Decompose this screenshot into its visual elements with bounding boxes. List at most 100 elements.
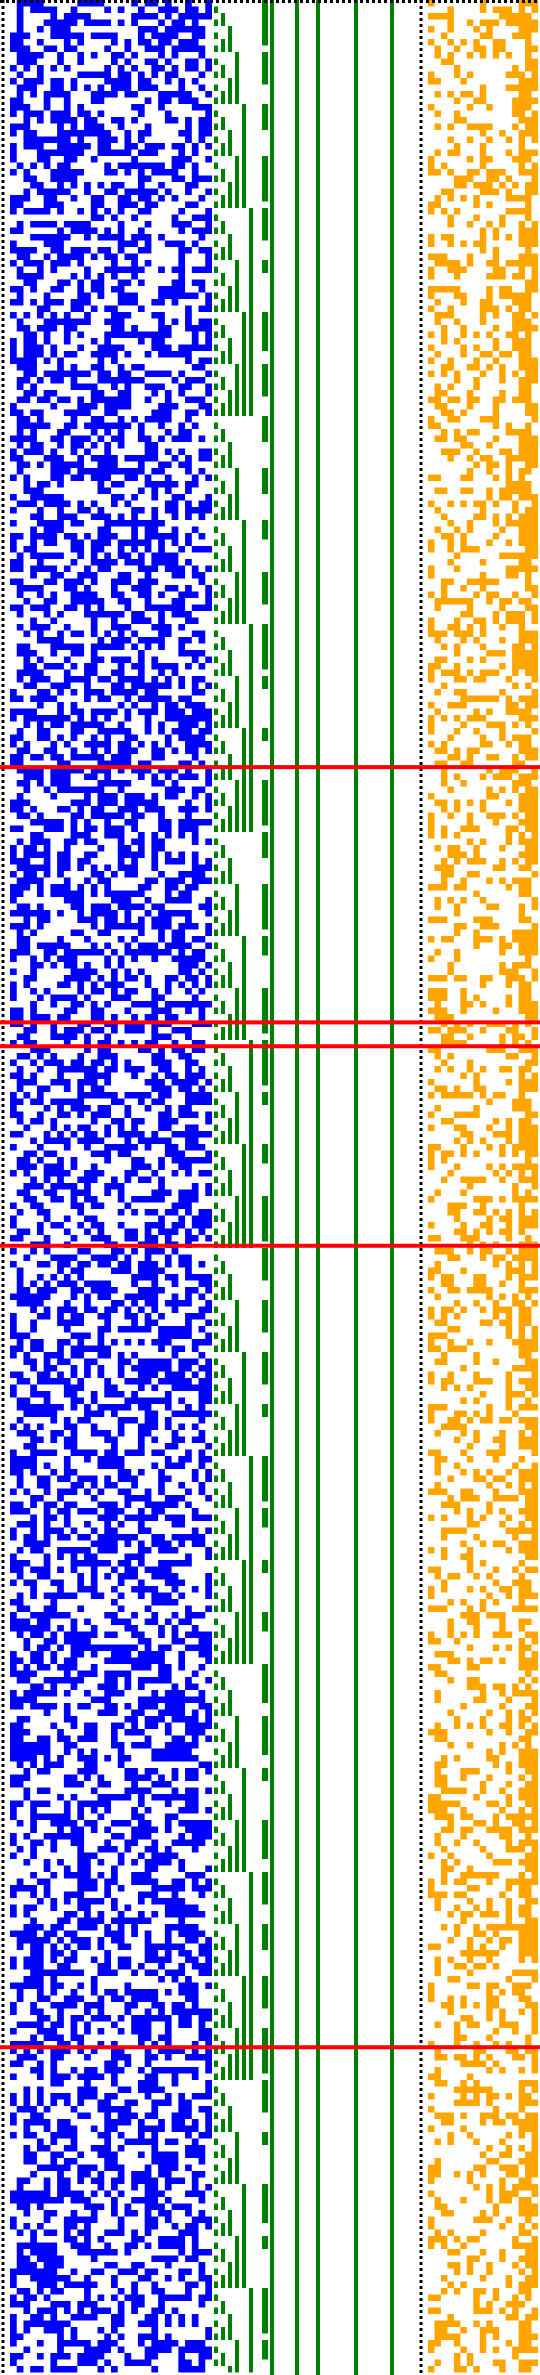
counter-tick xyxy=(228,1605,232,1612)
bit-cell xyxy=(198,1228,206,1235)
tail-cell xyxy=(525,182,538,189)
tail-cell xyxy=(466,656,474,663)
bit-cell xyxy=(117,2268,138,2275)
bit-cell xyxy=(144,689,159,696)
counter-tick xyxy=(242,2268,246,2275)
bit-cell xyxy=(178,1963,186,1970)
bit-cell xyxy=(104,227,111,234)
bit-cell xyxy=(30,955,37,962)
tail-cell xyxy=(479,1027,487,1034)
bit-cell xyxy=(70,474,85,481)
bit-cell xyxy=(137,656,145,663)
bit-cell xyxy=(158,2008,165,2015)
counter-tick xyxy=(221,923,225,930)
bit-cell xyxy=(117,2028,125,2035)
tail-cell xyxy=(473,1469,480,1476)
bit-cell xyxy=(178,1254,192,1261)
bit-cell xyxy=(164,1495,186,1502)
tail-cell xyxy=(492,52,500,59)
bit-cell xyxy=(16,1995,24,2002)
bit-cell xyxy=(111,975,118,982)
bit-cell xyxy=(57,1475,71,1482)
bit-cell xyxy=(144,481,179,488)
tail-cell xyxy=(518,1586,532,1593)
counter-tick xyxy=(249,1553,253,1560)
bit-cell xyxy=(10,1579,17,1586)
bit-cell xyxy=(10,1527,17,1534)
bit-cell xyxy=(151,1755,199,1762)
bit-cell xyxy=(16,1937,51,1944)
bit-cell xyxy=(111,2041,118,2048)
counter-tick xyxy=(228,1950,232,1957)
counter-tick xyxy=(228,299,232,306)
counter-band xyxy=(262,1924,268,1950)
counter-tick xyxy=(214,279,218,286)
bit-cell xyxy=(77,552,85,559)
tail-cell xyxy=(512,1300,526,1307)
bit-cell xyxy=(16,84,37,91)
tail-cell xyxy=(434,1319,448,1326)
bit-cell xyxy=(70,1482,85,1489)
counter-tick xyxy=(228,1124,232,1131)
tail-cell xyxy=(447,1573,461,1580)
bit-cell xyxy=(36,630,44,637)
tail-cell xyxy=(531,1482,538,1489)
tail-cell xyxy=(512,721,519,728)
bit-cell xyxy=(57,981,71,988)
tail-cell xyxy=(440,780,448,787)
bit-cell xyxy=(90,474,111,481)
bit-cell xyxy=(43,455,64,462)
counter-tick xyxy=(235,812,239,819)
tail-cell xyxy=(440,32,448,39)
bit-cell xyxy=(16,1716,31,1723)
tail-cell xyxy=(473,929,480,936)
bit-cell xyxy=(158,1124,172,1131)
counter-tick xyxy=(228,182,232,189)
bit-cell xyxy=(124,1306,132,1313)
counter-tick xyxy=(235,1319,239,1326)
tail-cell xyxy=(518,1287,538,1294)
counter-tick xyxy=(221,1605,225,1612)
bit-cell xyxy=(84,266,91,273)
counter-tick xyxy=(214,565,218,572)
tail-cell xyxy=(518,598,532,605)
bit-cell xyxy=(63,1443,78,1450)
bit-cell xyxy=(151,71,159,78)
bit-cell xyxy=(131,838,145,845)
tail-cell xyxy=(453,689,467,696)
counter-tick xyxy=(235,1105,239,1112)
bit-cell xyxy=(205,1111,212,1118)
counter-tick xyxy=(228,2119,232,2126)
counter-tick xyxy=(235,78,239,85)
bit-cell xyxy=(10,2008,17,2015)
tail-cell xyxy=(440,767,448,774)
counter-tick xyxy=(214,1813,218,1820)
bit-cell xyxy=(70,1560,111,1567)
bit-cell xyxy=(57,2041,71,2048)
bit-cell xyxy=(70,273,78,280)
counter-tick xyxy=(228,981,232,988)
counter-tick xyxy=(214,1943,218,1950)
counter-tick xyxy=(214,1215,218,1222)
tail-cell xyxy=(486,1098,493,1105)
tail-cell xyxy=(466,19,474,26)
bit-cell xyxy=(151,1449,165,1456)
bit-cell xyxy=(111,2294,118,2301)
bit-cell xyxy=(191,2119,199,2126)
tail-cell xyxy=(486,461,500,468)
bit-cell xyxy=(97,1709,118,1716)
bit-cell xyxy=(117,1852,125,1859)
bit-cell xyxy=(124,2242,138,2249)
bit-cell xyxy=(205,2119,212,2126)
bit-cell xyxy=(151,656,159,663)
bit-cell xyxy=(144,2190,165,2197)
tail-cell xyxy=(453,884,467,891)
bit-cell xyxy=(151,1033,172,1040)
bit-cell xyxy=(151,32,179,39)
tail-cell xyxy=(505,1001,513,1008)
tail-cell xyxy=(525,52,532,59)
bit-cell xyxy=(84,838,98,845)
counter-tick xyxy=(235,2151,239,2158)
counter-tick xyxy=(235,286,239,293)
counter-tick xyxy=(242,2229,246,2236)
